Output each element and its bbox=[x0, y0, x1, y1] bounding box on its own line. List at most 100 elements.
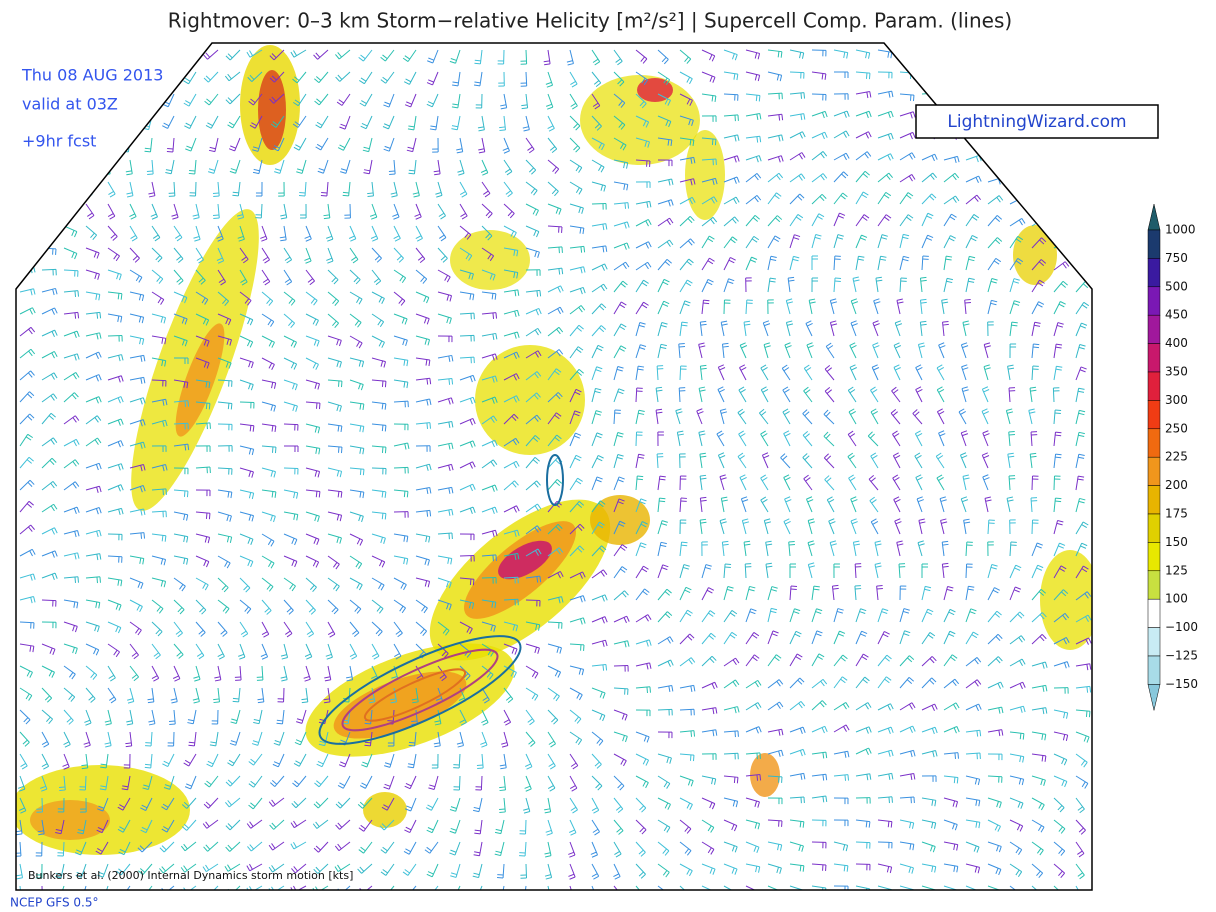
barb-shaft bbox=[107, 334, 123, 337]
barb bbox=[239, 533, 254, 545]
barb-flag bbox=[941, 298, 948, 301]
barb-flag bbox=[27, 372, 33, 378]
barb-shaft bbox=[877, 214, 887, 227]
barb bbox=[591, 159, 605, 173]
barb bbox=[217, 445, 233, 452]
barb-shaft bbox=[921, 213, 929, 227]
barb-flag bbox=[556, 351, 561, 357]
barb-shaft bbox=[19, 348, 32, 359]
barb bbox=[195, 466, 211, 474]
barb bbox=[525, 503, 542, 513]
barb-shaft bbox=[741, 520, 747, 535]
barb bbox=[85, 396, 102, 404]
barb-flag bbox=[656, 389, 663, 392]
barb-flag bbox=[29, 479, 35, 485]
barb-flag bbox=[163, 559, 167, 566]
barb-flag bbox=[1081, 524, 1088, 529]
barb-flag bbox=[720, 477, 727, 480]
barb bbox=[679, 156, 696, 164]
barb-shaft bbox=[848, 411, 857, 425]
barb-flag bbox=[666, 219, 671, 226]
barb-shaft bbox=[107, 396, 122, 403]
barb bbox=[107, 533, 123, 541]
barb bbox=[943, 155, 960, 164]
barb-flag bbox=[549, 146, 556, 151]
barb-shaft bbox=[1053, 410, 1056, 425]
barb-flag bbox=[722, 345, 729, 348]
barb-shaft bbox=[871, 367, 879, 381]
barb bbox=[19, 348, 36, 359]
barb-shaft bbox=[783, 521, 791, 535]
barb-flag bbox=[340, 171, 347, 174]
barb-shaft bbox=[635, 498, 642, 513]
barb-flag bbox=[697, 411, 704, 415]
barb-flag bbox=[205, 381, 208, 388]
barb-flag bbox=[514, 530, 517, 537]
barb bbox=[459, 312, 475, 320]
barb bbox=[723, 176, 740, 184]
barb-shaft bbox=[164, 49, 175, 62]
barb-flag bbox=[1078, 387, 1085, 390]
barb-shaft bbox=[393, 400, 409, 403]
barb-flag bbox=[559, 306, 564, 313]
barb-flag bbox=[615, 58, 621, 63]
barb-shaft bbox=[613, 280, 624, 293]
barb-flag bbox=[30, 230, 34, 237]
barb-flag bbox=[43, 171, 50, 176]
barb-shaft bbox=[479, 71, 483, 86]
barb-flag bbox=[622, 263, 627, 270]
barb bbox=[525, 137, 535, 154]
barb-flag bbox=[224, 561, 228, 567]
barb-flag bbox=[688, 258, 694, 264]
barb-flag bbox=[426, 399, 429, 406]
barb bbox=[591, 137, 605, 151]
barb-shaft bbox=[437, 420, 452, 425]
barb-flag bbox=[617, 79, 623, 85]
barb-flag bbox=[578, 368, 584, 374]
barb bbox=[960, 342, 969, 359]
barb-shaft bbox=[393, 335, 408, 341]
barb-shaft bbox=[870, 389, 879, 403]
barb-flag bbox=[893, 389, 899, 394]
barb bbox=[613, 388, 625, 403]
barb-flag bbox=[534, 456, 540, 462]
barb-shaft bbox=[723, 564, 726, 579]
barb bbox=[962, 474, 970, 491]
barb-shaft bbox=[982, 432, 989, 447]
barb-shaft bbox=[41, 159, 50, 173]
barb-flag bbox=[291, 585, 296, 592]
barb-flag bbox=[25, 436, 32, 441]
barb-flag bbox=[280, 239, 287, 242]
barb-flag bbox=[954, 156, 957, 164]
barb-flag bbox=[116, 273, 119, 280]
barb-flag bbox=[961, 455, 968, 459]
barb bbox=[371, 511, 387, 520]
barb-shaft bbox=[1031, 279, 1040, 293]
barb-flag bbox=[783, 430, 790, 434]
barb-shaft bbox=[679, 258, 690, 271]
barb-shaft bbox=[437, 247, 448, 259]
barb-flag bbox=[317, 383, 320, 390]
barb-flag bbox=[920, 298, 927, 301]
barb-flag bbox=[576, 348, 582, 353]
barb bbox=[679, 279, 693, 293]
barb-flag bbox=[931, 193, 937, 199]
barb-shaft bbox=[899, 174, 913, 183]
barb-flag bbox=[466, 234, 472, 240]
barb bbox=[18, 115, 26, 132]
barb bbox=[481, 599, 497, 609]
barb-flag bbox=[289, 583, 294, 590]
barb-flag bbox=[883, 194, 890, 199]
barb-shaft bbox=[195, 379, 210, 383]
barb-flag bbox=[225, 318, 229, 325]
barb-shaft bbox=[849, 367, 857, 381]
barb-flag bbox=[534, 435, 541, 440]
barb-flag bbox=[557, 523, 563, 529]
barb bbox=[129, 508, 146, 516]
barb bbox=[1053, 181, 1069, 189]
barb bbox=[408, 159, 417, 175]
barb-shaft bbox=[789, 173, 802, 183]
barb-flag bbox=[271, 491, 274, 498]
barb-shaft bbox=[63, 311, 78, 315]
barb-shaft bbox=[635, 218, 649, 227]
